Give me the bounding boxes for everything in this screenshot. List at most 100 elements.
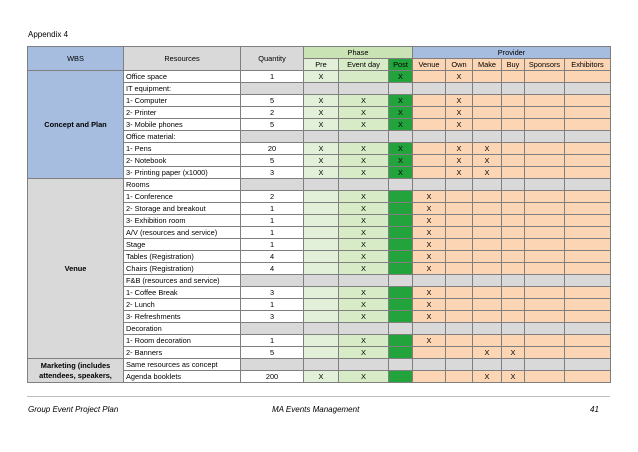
cell-post — [388, 214, 413, 227]
cell-resource: 2- Lunch — [123, 298, 241, 311]
cell-quantity: 4 — [240, 262, 304, 275]
cell-pre — [303, 334, 339, 347]
col-sponsors: Sponsors — [524, 58, 565, 71]
cell-pre — [303, 322, 339, 335]
cell-buy — [501, 106, 525, 119]
cell-exhibitors — [564, 130, 611, 143]
cell-venue — [412, 82, 446, 95]
cell-sponsors — [524, 286, 565, 299]
resource-table: WBS Resources Quantity Phase Provider Pr… — [27, 46, 611, 383]
cell-make: X — [472, 370, 502, 383]
cell-sponsors — [524, 166, 565, 179]
table-row: 2- Banners 5 X X X — [28, 346, 611, 359]
col-own: Own — [445, 58, 473, 71]
cell-venue: X — [412, 262, 446, 275]
cell-make — [472, 178, 502, 191]
cell-event-day — [338, 358, 389, 371]
cell-event-day: X — [338, 226, 389, 239]
cell-sponsors — [524, 214, 565, 227]
cell-exhibitors — [564, 82, 611, 95]
cell-post: X — [388, 154, 413, 167]
cell-quantity: 5 — [240, 118, 304, 131]
cell-venue — [412, 178, 446, 191]
cell-sponsors — [524, 274, 565, 287]
cell-pre — [303, 202, 339, 215]
cell-venue — [412, 346, 446, 359]
cell-event-day — [338, 322, 389, 335]
cell-resource: Tables (Registration) — [123, 250, 241, 263]
cell-pre: X — [303, 142, 339, 155]
col-make: Make — [472, 58, 502, 71]
cell-buy — [501, 238, 525, 251]
wbs-venue: Venue — [27, 178, 124, 359]
cell-sponsors — [524, 226, 565, 239]
cell-buy — [501, 286, 525, 299]
cell-venue — [412, 322, 446, 335]
cell-event-day — [338, 70, 389, 83]
table-row: Agenda booklets 200 X X X X — [28, 370, 611, 383]
cell-quantity: 1 — [240, 202, 304, 215]
cell-sponsors — [524, 142, 565, 155]
cell-make — [472, 70, 502, 83]
cell-post: X — [388, 142, 413, 155]
cell-event-day: X — [338, 214, 389, 227]
cell-exhibitors — [564, 70, 611, 83]
cell-make: X — [472, 142, 502, 155]
cell-quantity — [240, 178, 304, 191]
cell-post: X — [388, 106, 413, 119]
cell-event-day: X — [338, 346, 389, 359]
cell-make — [472, 274, 502, 287]
cell-venue: X — [412, 214, 446, 227]
cell-quantity: 1 — [240, 238, 304, 251]
cell-quantity — [240, 274, 304, 287]
cell-venue — [412, 358, 446, 371]
cell-buy — [501, 70, 525, 83]
cell-pre — [303, 298, 339, 311]
cell-own — [445, 238, 473, 251]
cell-sponsors — [524, 238, 565, 251]
cell-exhibitors — [564, 370, 611, 383]
cell-own: X — [445, 142, 473, 155]
cell-buy — [501, 310, 525, 323]
cell-venue — [412, 70, 446, 83]
col-exhibitors: Exhibitors — [564, 58, 611, 71]
cell-post — [388, 238, 413, 251]
cell-quantity — [240, 130, 304, 143]
cell-pre — [303, 82, 339, 95]
table-row: Office material: — [28, 130, 611, 143]
cell-resource: 3- Exhibition room — [123, 214, 241, 227]
cell-quantity — [240, 358, 304, 371]
cell-quantity — [240, 322, 304, 335]
cell-pre — [303, 190, 339, 203]
table-row: Decoration — [28, 322, 611, 335]
cell-exhibitors — [564, 190, 611, 203]
cell-resource: F&B (resources and service) — [123, 274, 241, 287]
cell-buy — [501, 298, 525, 311]
cell-post — [388, 262, 413, 275]
cell-venue — [412, 370, 446, 383]
cell-exhibitors — [564, 262, 611, 275]
appendix-title: Appendix 4 — [28, 30, 69, 39]
cell-make — [472, 286, 502, 299]
cell-quantity: 5 — [240, 346, 304, 359]
cell-own — [445, 358, 473, 371]
table-row: 3- Mobile phones 5 X X X X — [28, 118, 611, 131]
col-provider: Provider — [412, 46, 611, 59]
cell-pre — [303, 226, 339, 239]
cell-post: X — [388, 118, 413, 131]
table-row: 2- Lunch 1 X X — [28, 298, 611, 311]
cell-post: X — [388, 70, 413, 83]
cell-own — [445, 130, 473, 143]
cell-quantity: 1 — [240, 334, 304, 347]
cell-sponsors — [524, 118, 565, 131]
col-buy: Buy — [501, 58, 525, 71]
cell-exhibitors — [564, 334, 611, 347]
cell-buy — [501, 358, 525, 371]
cell-quantity: 3 — [240, 166, 304, 179]
footer-doc-title: Group Event Project Plan — [28, 405, 119, 414]
table-row: IT equipment: — [28, 82, 611, 95]
cell-pre — [303, 214, 339, 227]
cell-event-day: X — [338, 166, 389, 179]
cell-event-day: X — [338, 250, 389, 263]
cell-resource: 2- Printer — [123, 106, 241, 119]
